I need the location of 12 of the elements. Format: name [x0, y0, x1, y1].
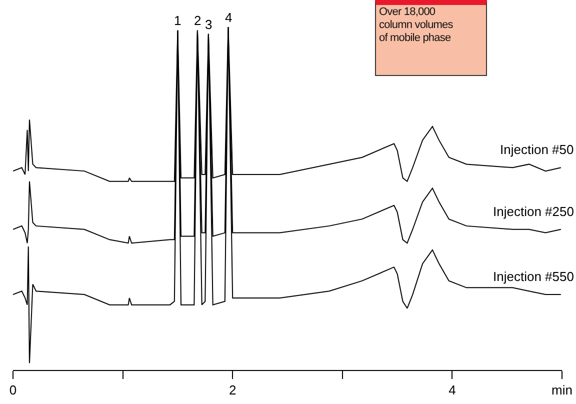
annotation: Over 18,000 column volumes of mobile phase	[379, 6, 454, 45]
x-tick-label: 0	[9, 382, 17, 398]
annotation: 1	[174, 13, 182, 28]
series-label: Injection #50	[500, 142, 574, 157]
series-label: Injection #550	[493, 269, 574, 284]
x-tick-label: 4	[448, 382, 456, 398]
annotation: 3	[205, 17, 212, 32]
series-label: Injection #250	[493, 204, 574, 219]
x-tick-label: 2	[228, 382, 236, 398]
annotation: 4	[225, 10, 232, 25]
annotation: 2	[194, 13, 202, 28]
x-tick-label: min	[552, 382, 572, 398]
